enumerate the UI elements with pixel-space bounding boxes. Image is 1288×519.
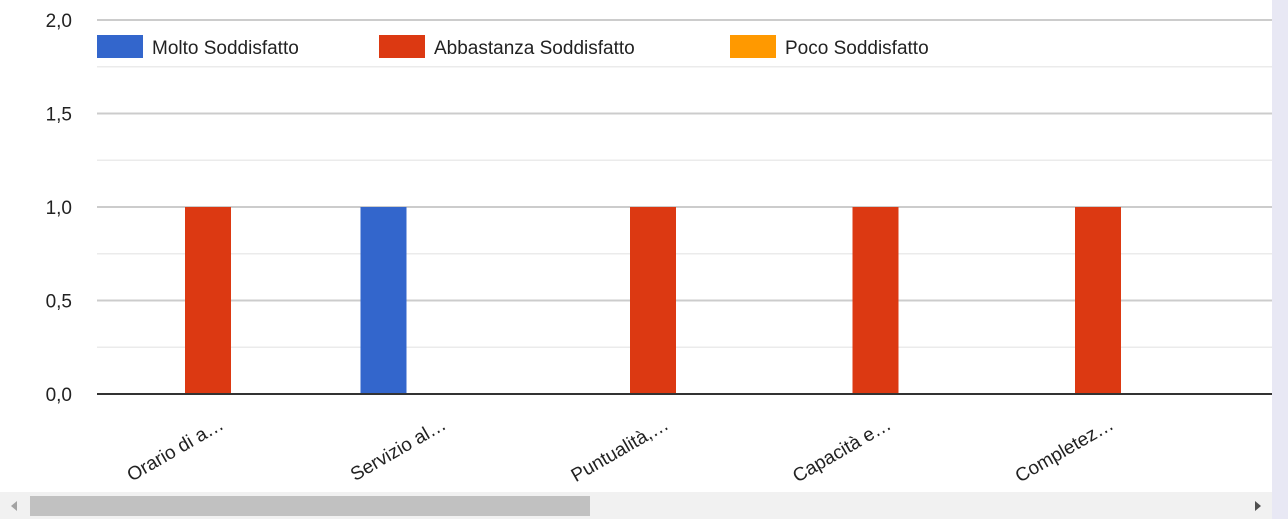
scroll-right-arrow-icon[interactable] (1248, 492, 1268, 519)
legend-swatch (97, 35, 143, 58)
legend-swatch (730, 35, 776, 58)
bar (630, 207, 676, 394)
x-tick-label: Servizio al… (347, 414, 450, 486)
right-edge-strip (1272, 0, 1288, 519)
bar (360, 207, 407, 394)
legend-label: Molto Soddisfatto (152, 38, 299, 59)
chart-area: 2,0 1,5 1,0 0,5 0,0 Orario di a… Servizio al…… (46, 11, 1288, 487)
horizontal-scrollbar[interactable] (0, 492, 1272, 519)
x-tick-label: Completez… (1012, 414, 1118, 487)
x-tick-label: Capacità e… (789, 414, 895, 487)
bar (1075, 207, 1121, 394)
legend-swatch (379, 35, 425, 58)
bar (852, 207, 899, 394)
legend: Molto Soddisfatto Abbastanza Soddisfatto P… (97, 35, 929, 59)
x-tick-label: Orario di a… (124, 414, 228, 486)
legend-label: Abbastanza Soddisfatto (434, 38, 635, 59)
y-tick-label: 0,5 (46, 292, 72, 313)
x-axis-tick-labels: Orario di a… Servizio al… Puntualità,… Capa… (124, 414, 1288, 487)
scrollbar-thumb[interactable] (30, 496, 590, 516)
legend-label: Poco Soddisfatto (785, 38, 929, 59)
y-axis-tick-labels: 2,0 1,5 1,0 0,5 0,0 (46, 11, 72, 406)
bar (185, 207, 231, 394)
y-tick-label: 1,0 (46, 198, 72, 219)
bars (185, 207, 1121, 394)
scroll-left-arrow-icon[interactable] (4, 492, 24, 519)
bar-chart: 2,0 1,5 1,0 0,5 0,0 Orario di a… Servizio al…… (46, 11, 1288, 487)
y-tick-label: 2,0 (46, 11, 72, 32)
y-tick-label: 0,0 (46, 385, 72, 406)
y-tick-label: 1,5 (46, 105, 72, 126)
x-tick-label: Puntualità,… (568, 414, 673, 487)
